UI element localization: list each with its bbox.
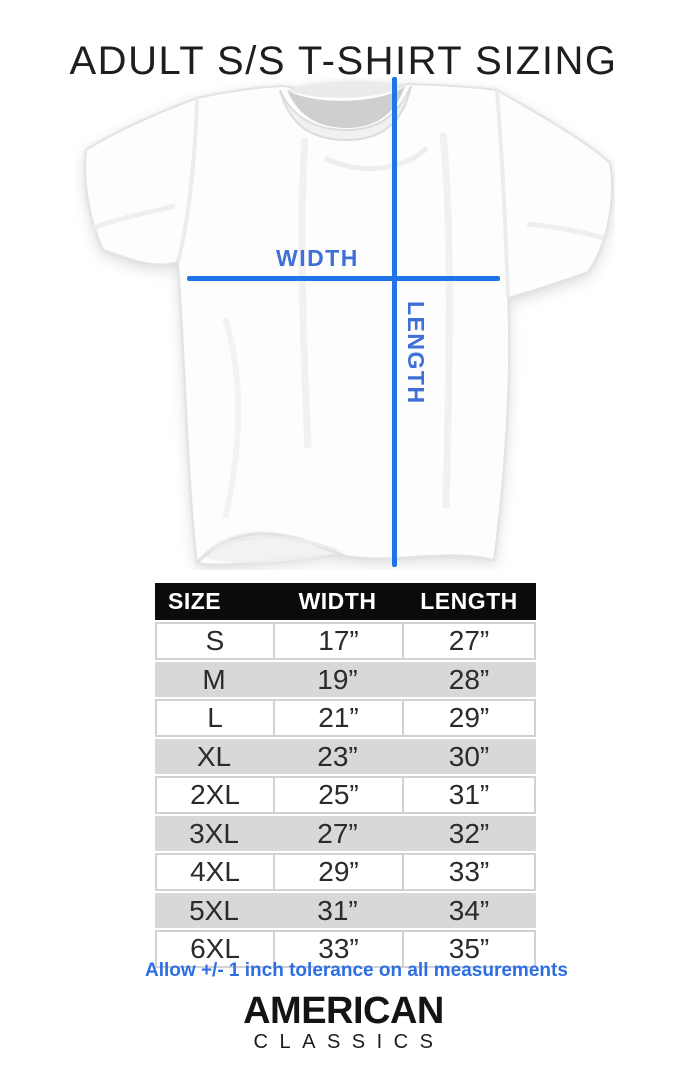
cell-size: M	[155, 662, 273, 697]
cell-length: 27”	[402, 622, 536, 660]
size-table: SIZE WIDTH LENGTH S 17” 27” M 19” 28” L …	[155, 581, 536, 970]
cell-width: 25”	[273, 776, 402, 814]
table-row: 4XL 29” 33”	[155, 853, 536, 891]
cell-width: 19”	[273, 662, 402, 697]
cell-width: 31”	[273, 893, 402, 928]
header-size: SIZE	[155, 583, 273, 620]
tshirt-image	[84, 81, 613, 566]
header-row: SIZE WIDTH LENGTH	[155, 583, 536, 620]
cell-length: 28”	[402, 662, 536, 697]
cell-length: 31”	[402, 776, 536, 814]
table-row: XL 23” 30”	[155, 739, 536, 774]
tolerance-note: Allow +/- 1 inch tolerance on all measur…	[145, 960, 568, 981]
cell-size: XL	[155, 739, 273, 774]
table-row: 2XL 25” 31”	[155, 776, 536, 814]
cell-size: L	[155, 699, 273, 737]
cell-size: 2XL	[155, 776, 273, 814]
cell-length: 33”	[402, 853, 536, 891]
cell-length: 35”	[402, 930, 536, 968]
width-label: WIDTH	[276, 245, 359, 271]
cell-length: 34”	[402, 893, 536, 928]
table-row: 5XL 31” 34”	[155, 893, 536, 928]
cell-width: 27”	[273, 816, 402, 851]
cell-size: 4XL	[155, 853, 273, 891]
table-row: M 19” 28”	[155, 662, 536, 697]
cell-width: 23”	[273, 739, 402, 774]
brand-logo: AMERICAN CLASSICS	[0, 992, 687, 1052]
table-row: S 17” 27”	[155, 622, 536, 660]
cell-size: 5XL	[155, 893, 273, 928]
cell-size: S	[155, 622, 273, 660]
cell-width: 29”	[273, 853, 402, 891]
cell-length: 29”	[402, 699, 536, 737]
cell-width: 33”	[273, 930, 402, 968]
length-label: LENGTH	[403, 301, 429, 405]
cell-length: 32”	[402, 816, 536, 851]
table-row: L 21” 29”	[155, 699, 536, 737]
tshirt-diagram: WIDTH LENGTH	[75, 77, 615, 570]
cell-size: 6XL	[155, 930, 273, 968]
cell-size: 3XL	[155, 816, 273, 851]
header-length: LENGTH	[402, 583, 536, 620]
brand-subname: CLASSICS	[253, 1031, 445, 1053]
header-width: WIDTH	[273, 583, 402, 620]
brand-name: AMERICAN	[243, 990, 444, 1032]
size-table-header: SIZE WIDTH LENGTH	[155, 583, 536, 620]
table-row: 6XL 33” 35”	[155, 930, 536, 968]
cell-length: 30”	[402, 739, 536, 774]
width-measure-line	[187, 276, 500, 281]
table-row: 3XL 27” 32”	[155, 816, 536, 851]
length-measure-line	[392, 77, 397, 567]
cell-width: 17”	[273, 622, 402, 660]
page-title: ADULT S/S T-SHIRT SIZING	[69, 38, 618, 83]
cell-width: 21”	[273, 699, 402, 737]
